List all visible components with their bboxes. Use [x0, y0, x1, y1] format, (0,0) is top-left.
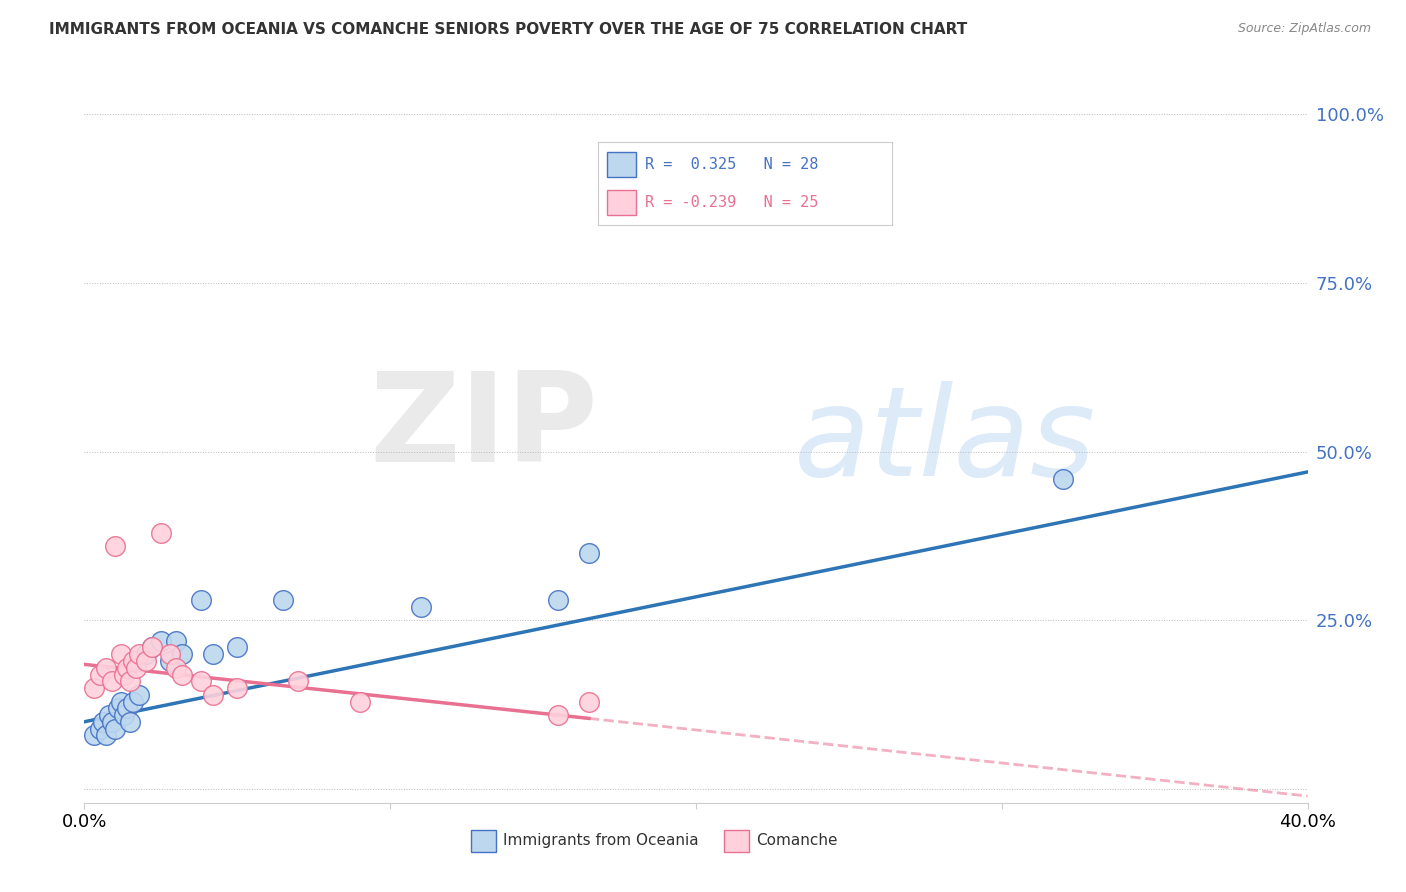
Point: [172, 647, 194, 661]
Point: [104, 539, 127, 553]
Point: [149, 525, 172, 540]
Point: [120, 714, 142, 729]
Point: [83, 728, 105, 742]
Point: [271, 593, 294, 607]
Point: [128, 688, 150, 702]
Bar: [607, 152, 637, 177]
Point: [128, 647, 150, 661]
Point: [97, 708, 120, 723]
Point: [135, 647, 157, 661]
Point: [287, 674, 309, 689]
Point: [94, 661, 117, 675]
Text: R =  0.325   N = 28: R = 0.325 N = 28: [645, 157, 818, 171]
Point: [1052, 472, 1074, 486]
Point: [165, 633, 187, 648]
Point: [107, 701, 129, 715]
Point: [122, 654, 145, 668]
Point: [94, 728, 117, 742]
Point: [159, 647, 181, 661]
Point: [122, 694, 145, 708]
Point: [125, 661, 148, 675]
Point: [101, 714, 124, 729]
Text: Comanche: Comanche: [756, 833, 838, 847]
Text: R = -0.239   N = 25: R = -0.239 N = 25: [645, 194, 818, 210]
Point: [83, 681, 105, 695]
Point: [110, 647, 132, 661]
Point: [115, 701, 138, 715]
Point: [149, 633, 172, 648]
Point: [112, 667, 135, 681]
Point: [349, 694, 371, 708]
Point: [201, 688, 224, 702]
Point: [141, 640, 163, 655]
Text: atlas: atlas: [794, 381, 1095, 502]
Point: [226, 640, 249, 655]
Point: [578, 694, 600, 708]
Text: IMMIGRANTS FROM OCEANIA VS COMANCHE SENIORS POVERTY OVER THE AGE OF 75 CORRELATI: IMMIGRANTS FROM OCEANIA VS COMANCHE SENI…: [49, 22, 967, 37]
Point: [190, 674, 212, 689]
Point: [226, 681, 249, 695]
Point: [201, 647, 224, 661]
Point: [547, 593, 569, 607]
Text: ZIP: ZIP: [370, 367, 598, 488]
Point: [112, 708, 135, 723]
Text: Immigrants from Oceania: Immigrants from Oceania: [503, 833, 699, 847]
Point: [120, 674, 142, 689]
Point: [165, 661, 187, 675]
Point: [578, 546, 600, 560]
Point: [115, 661, 138, 675]
Point: [104, 722, 127, 736]
Point: [547, 708, 569, 723]
Point: [89, 667, 111, 681]
Point: [91, 714, 114, 729]
Point: [141, 640, 163, 655]
Point: [159, 654, 181, 668]
Point: [101, 674, 124, 689]
Point: [135, 654, 157, 668]
Point: [89, 722, 111, 736]
Point: [110, 694, 132, 708]
Bar: [607, 190, 637, 215]
Point: [409, 599, 432, 614]
Text: Source: ZipAtlas.com: Source: ZipAtlas.com: [1237, 22, 1371, 36]
Point: [172, 667, 194, 681]
Point: [190, 593, 212, 607]
